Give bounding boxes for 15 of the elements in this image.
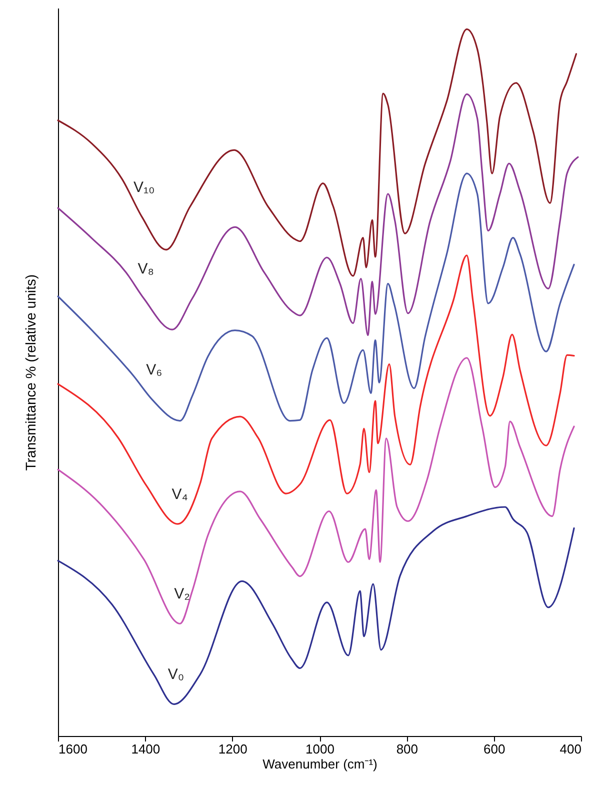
x-tick-label: 400 bbox=[560, 742, 582, 756]
series-label: V₀ bbox=[168, 666, 184, 684]
series-label: V₆ bbox=[146, 362, 162, 379]
series-label: V₂ bbox=[174, 586, 190, 603]
series-label: V₈ bbox=[138, 260, 154, 278]
x-tick-label: 1000 bbox=[306, 742, 334, 756]
series-label: V₁₀ bbox=[133, 179, 155, 196]
x-tick-label: 600 bbox=[483, 742, 506, 756]
x-tick-label: 1200 bbox=[218, 742, 248, 756]
x-tick-label: 1400 bbox=[131, 742, 160, 756]
y-axis-title: Transmittance % (relative units) bbox=[22, 274, 38, 471]
x-axis-title: Wavenumber (cm⁻¹) bbox=[262, 756, 378, 772]
series-label: V₄ bbox=[172, 486, 188, 503]
x-tick-label: 800 bbox=[396, 742, 418, 756]
x-tick-label: 1600 bbox=[58, 742, 88, 756]
